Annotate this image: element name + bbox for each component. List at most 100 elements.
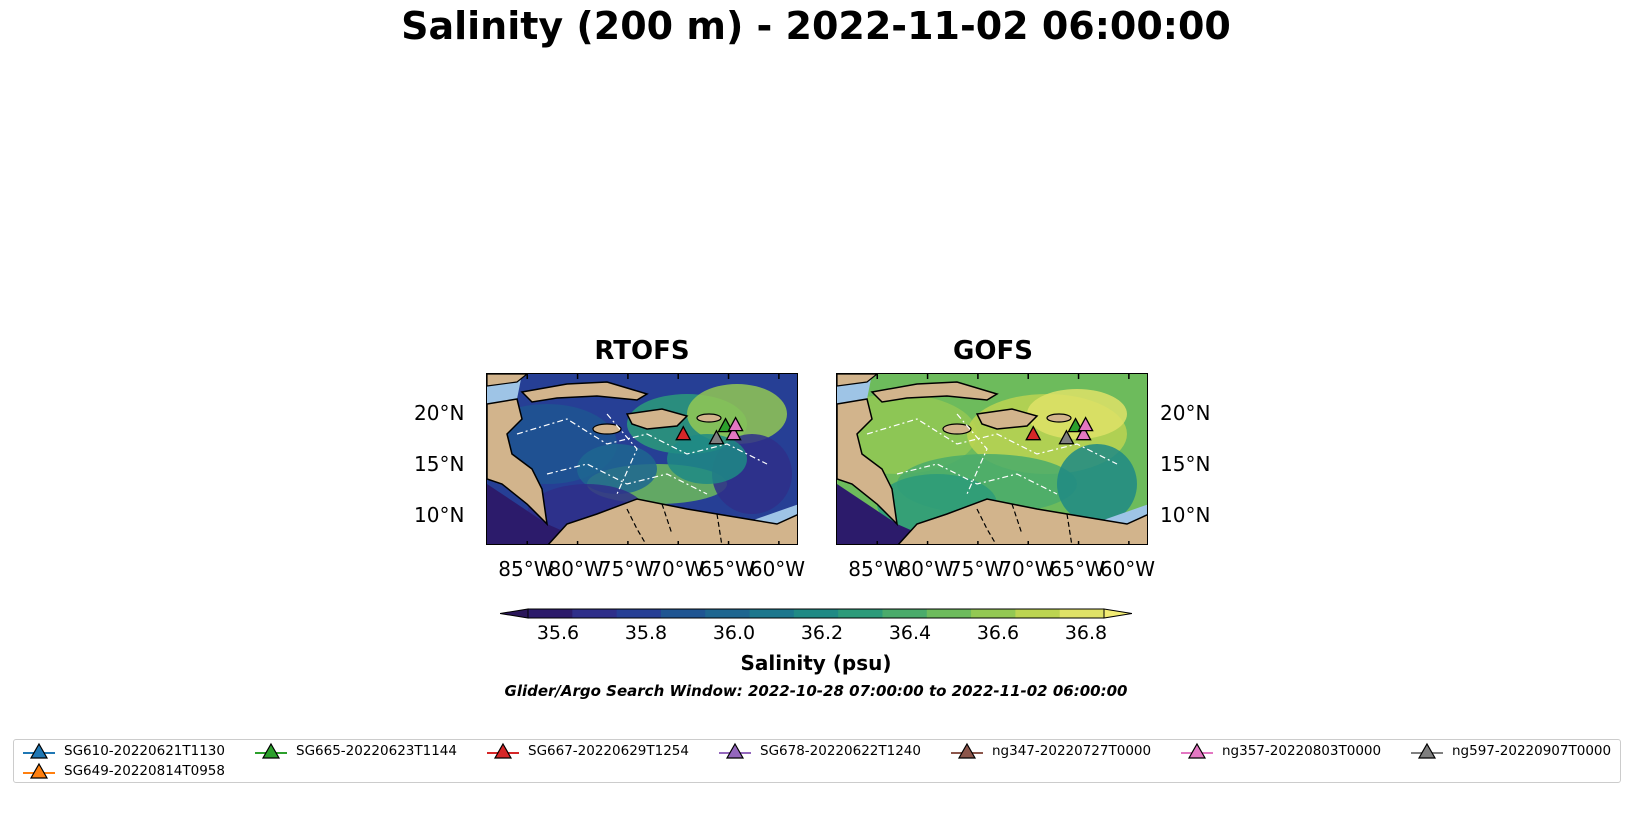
colorbar-bin [971, 609, 1016, 618]
figure-title: Salinity (200 m) - 2022-11-02 06:00:00 [401, 4, 1231, 48]
glider-marker [727, 416, 744, 432]
land-central-america [487, 398, 549, 527]
land-north [837, 374, 878, 387]
colorbar-bin [793, 609, 839, 618]
triangle-marker-icon [1411, 742, 1443, 759]
legend-item: ng347-20220727T0000 [950, 742, 1151, 760]
gofs-map [836, 373, 1148, 545]
colorbar-tick-label: 35.6 [536, 622, 580, 644]
colorbar-bin [838, 609, 883, 618]
panel-title-rtofs: RTOFS [594, 336, 690, 366]
land-hispaniola [975, 408, 1039, 430]
glider-marker [1058, 429, 1075, 445]
triangle-marker-icon [487, 742, 519, 759]
triangle-marker-icon [1181, 742, 1213, 759]
colorbar-tick-label: 36.4 [888, 622, 932, 644]
glider-marker [708, 429, 725, 445]
legend-item: SG610-20220621T1130 [22, 742, 225, 760]
salinity-patch [1027, 389, 1127, 439]
lat-tick-label: 10°N [1160, 502, 1211, 527]
land-south-america [897, 498, 1147, 544]
land-jamaica [942, 423, 972, 435]
map-canvas [487, 374, 797, 544]
salinity-patch [687, 384, 787, 444]
triangle-marker-icon [719, 742, 751, 759]
legend: SG610-20220621T1130 SG665-20220623T1144 … [13, 739, 1621, 783]
colorbar-bin [926, 609, 972, 618]
pacific-region [487, 484, 593, 544]
triangle-marker-icon [255, 742, 287, 759]
land-hispaniola [625, 408, 689, 430]
country-border [976, 503, 1073, 544]
glider-marker [717, 417, 734, 433]
colorbar-bin [616, 609, 662, 618]
colorbar-bin [660, 609, 706, 618]
lat-tick-label: 10°N [414, 502, 465, 527]
colorbar-tick-label: 36.2 [800, 622, 844, 644]
legend-label: SG649-20220814T0958 [64, 763, 225, 779]
legend-item: SG678-20220622T1240 [718, 742, 921, 760]
legend-item: ng357-20220803T0000 [1180, 742, 1381, 760]
land-puerto-rico [696, 413, 722, 423]
land-north [487, 374, 528, 387]
triangle-marker-icon [951, 742, 983, 759]
land-south-america [547, 498, 797, 544]
colorbar-label: Salinity (psu) [740, 651, 892, 675]
colorbar-bin [705, 609, 751, 618]
legend-item: SG649-20220814T0958 [22, 762, 225, 780]
eez-boundary [516, 413, 768, 495]
colorbar-tick-label: 36.0 [712, 622, 756, 644]
country-border [626, 503, 723, 544]
lon-tick-label: 70°W [999, 557, 1055, 581]
legend-label: SG667-20220629T1254 [528, 743, 689, 759]
lon-tick-label: 60°W [749, 557, 806, 581]
legend-label: SG678-20220622T1240 [760, 743, 921, 759]
salinity-patch [1057, 444, 1137, 524]
lon-tick-label: 80°W [898, 557, 954, 581]
glider-marker [725, 425, 742, 441]
land-puerto-rico [1046, 413, 1072, 423]
colorbar-tick-label: 35.8 [624, 622, 668, 644]
lon-tick-label: 65°W [699, 557, 755, 581]
land-jamaica [592, 423, 622, 435]
legend-label: SG665-20220623T1144 [296, 743, 457, 759]
lon-tick-label: 65°W [1049, 557, 1105, 581]
lon-tick-label: 60°W [1099, 557, 1156, 581]
salinity-patch [837, 394, 977, 474]
colorbar-bin [572, 609, 618, 618]
lat-tick-label: 15°N [1160, 452, 1211, 477]
panel-title-gofs: GOFS [953, 336, 1033, 366]
eez-boundary [866, 413, 1118, 495]
legend-label: ng347-20220727T0000 [992, 743, 1152, 759]
colorbar-extend-max [1103, 608, 1132, 619]
rtofs-map [486, 373, 798, 545]
colorbar-extend-min [500, 608, 529, 619]
legend-item: SG665-20220623T1144 [254, 742, 457, 760]
colorbar-bin [1015, 609, 1061, 618]
legend-item: ng597-20220907T0000 [1410, 742, 1611, 760]
land-central-america [837, 398, 899, 527]
triangle-marker-icon [23, 742, 55, 759]
colorbar-bin [749, 609, 795, 618]
lon-tick-label: 85°W [848, 557, 904, 581]
legend-label: SG610-20220621T1130 [64, 743, 225, 759]
lat-tick-label: 15°N [414, 452, 465, 477]
colorbar-tick-label: 36.8 [1064, 622, 1108, 644]
colorbar [500, 608, 1132, 619]
glider-marker [675, 425, 692, 441]
salinity-patch [577, 444, 657, 494]
search-window-note: Glider/Argo Search Window: 2022-10-28 07… [504, 682, 1128, 700]
lat-tick-label: 20°N [414, 401, 465, 426]
glider-marker [1075, 425, 1092, 441]
salinity-patch [667, 434, 747, 484]
lon-tick-label: 70°W [649, 557, 705, 581]
glider-marker [1077, 416, 1094, 432]
legend-item: SG667-20220629T1254 [486, 742, 689, 760]
triangle-marker-icon [23, 762, 55, 779]
legend-triangle [29, 742, 49, 759]
glider-marker [1067, 417, 1084, 433]
colorbar-bin [528, 609, 573, 618]
land-cuba [870, 381, 999, 403]
colorbar-bin [1059, 609, 1105, 618]
lon-tick-label: 85°W [498, 557, 554, 581]
